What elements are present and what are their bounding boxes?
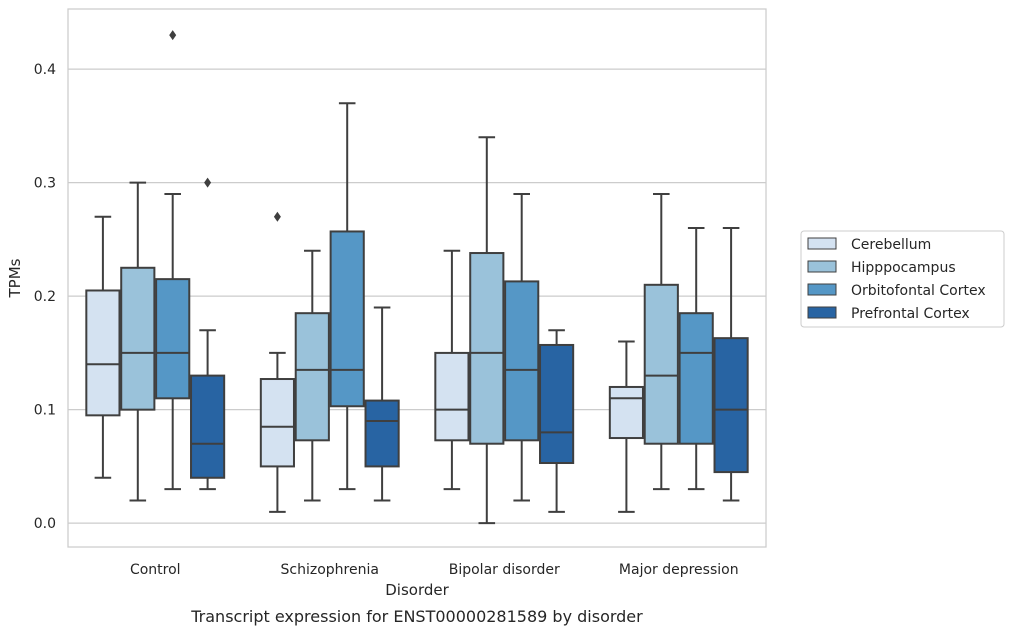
box-body (469, 252, 505, 445)
legend-item: Cerebellum (807, 237, 931, 253)
x-tick-label: Bipolar disorder (449, 562, 560, 578)
box-orbitofontal-cortex-2 (504, 193, 540, 502)
x-tick-label: Control (130, 562, 181, 578)
box-cerebellum-1 (259, 211, 295, 513)
box-hipppocampus-2 (469, 136, 505, 525)
legend: Cerebellum Hipppocampus Orbitofontal Corte… (800, 230, 1005, 328)
box-prefrontal-cortex-2 (539, 329, 575, 513)
legend-label: Orbitofontal Cortex (851, 283, 986, 299)
x-tick-label: Schizophrenia (281, 562, 379, 578)
y-axis-label: TPMs (6, 258, 24, 298)
box-body (504, 280, 540, 442)
box-body (120, 266, 156, 411)
box-body (190, 374, 226, 479)
outlier-marker (169, 30, 177, 41)
box-body (259, 378, 295, 468)
y-tick-label: 0.1 (34, 403, 56, 419)
legend-item: Prefrontal Cortex (807, 306, 970, 322)
box-body (678, 312, 714, 445)
legend-label: Hipppocampus (851, 260, 956, 276)
box-orbitofontal-cortex-0 (155, 30, 191, 491)
box-series (85, 30, 749, 525)
box-cerebellum-0 (85, 215, 121, 479)
x-tick-labels: Control Schizophrenia Bipolar disorder Majo… (130, 562, 739, 578)
box-orbitofontal-cortex-1 (329, 102, 365, 491)
box-body (294, 312, 330, 442)
box-hipppocampus-1 (294, 249, 330, 502)
box-body (539, 343, 575, 465)
legend-frame (800, 230, 1005, 328)
legend-swatch (807, 306, 837, 319)
plot-frame (67, 8, 767, 548)
y-tick-label: 0.3 (34, 176, 56, 192)
box-body (155, 278, 191, 400)
box-body (713, 337, 749, 474)
box-prefrontal-cortex-1 (364, 306, 400, 502)
box-hipppocampus-0 (120, 181, 156, 502)
box-body (85, 289, 121, 417)
plot-background (68, 9, 766, 547)
outlier-marker (204, 177, 212, 188)
box-orbitofontal-cortex-3 (678, 227, 714, 491)
x-axis-label: Disorder (385, 581, 449, 599)
legend-swatch (807, 283, 837, 296)
box-body (608, 385, 644, 440)
y-tick-label: 0.2 (34, 289, 56, 305)
legend-swatch (807, 260, 837, 273)
x-tick-label: Major depression (619, 562, 739, 578)
box-body (364, 399, 400, 468)
y-tick-label: 0.4 (34, 62, 56, 78)
legend-label: Prefrontal Cortex (851, 306, 970, 322)
box-body (434, 351, 470, 442)
legend-swatch (807, 237, 837, 250)
box-prefrontal-cortex-0 (190, 177, 226, 491)
y-tick-labels: 0.0 0.1 0.2 0.3 0.4 (34, 62, 56, 532)
outlier-marker (273, 211, 281, 222)
box-body (643, 283, 679, 445)
box-cerebellum-3 (608, 340, 644, 513)
legend-label: Cerebellum (851, 237, 931, 253)
box-cerebellum-2 (434, 249, 470, 491)
y-tick-label: 0.0 (34, 516, 56, 532)
box-hipppocampus-3 (643, 193, 679, 491)
legend-item: Orbitofontal Cortex (807, 283, 986, 299)
box-prefrontal-cortex-3 (713, 227, 749, 502)
chart-caption: Transcript expression for ENST0000028158… (190, 607, 643, 626)
box-body (329, 230, 365, 408)
legend-item: Hipppocampus (807, 260, 956, 276)
